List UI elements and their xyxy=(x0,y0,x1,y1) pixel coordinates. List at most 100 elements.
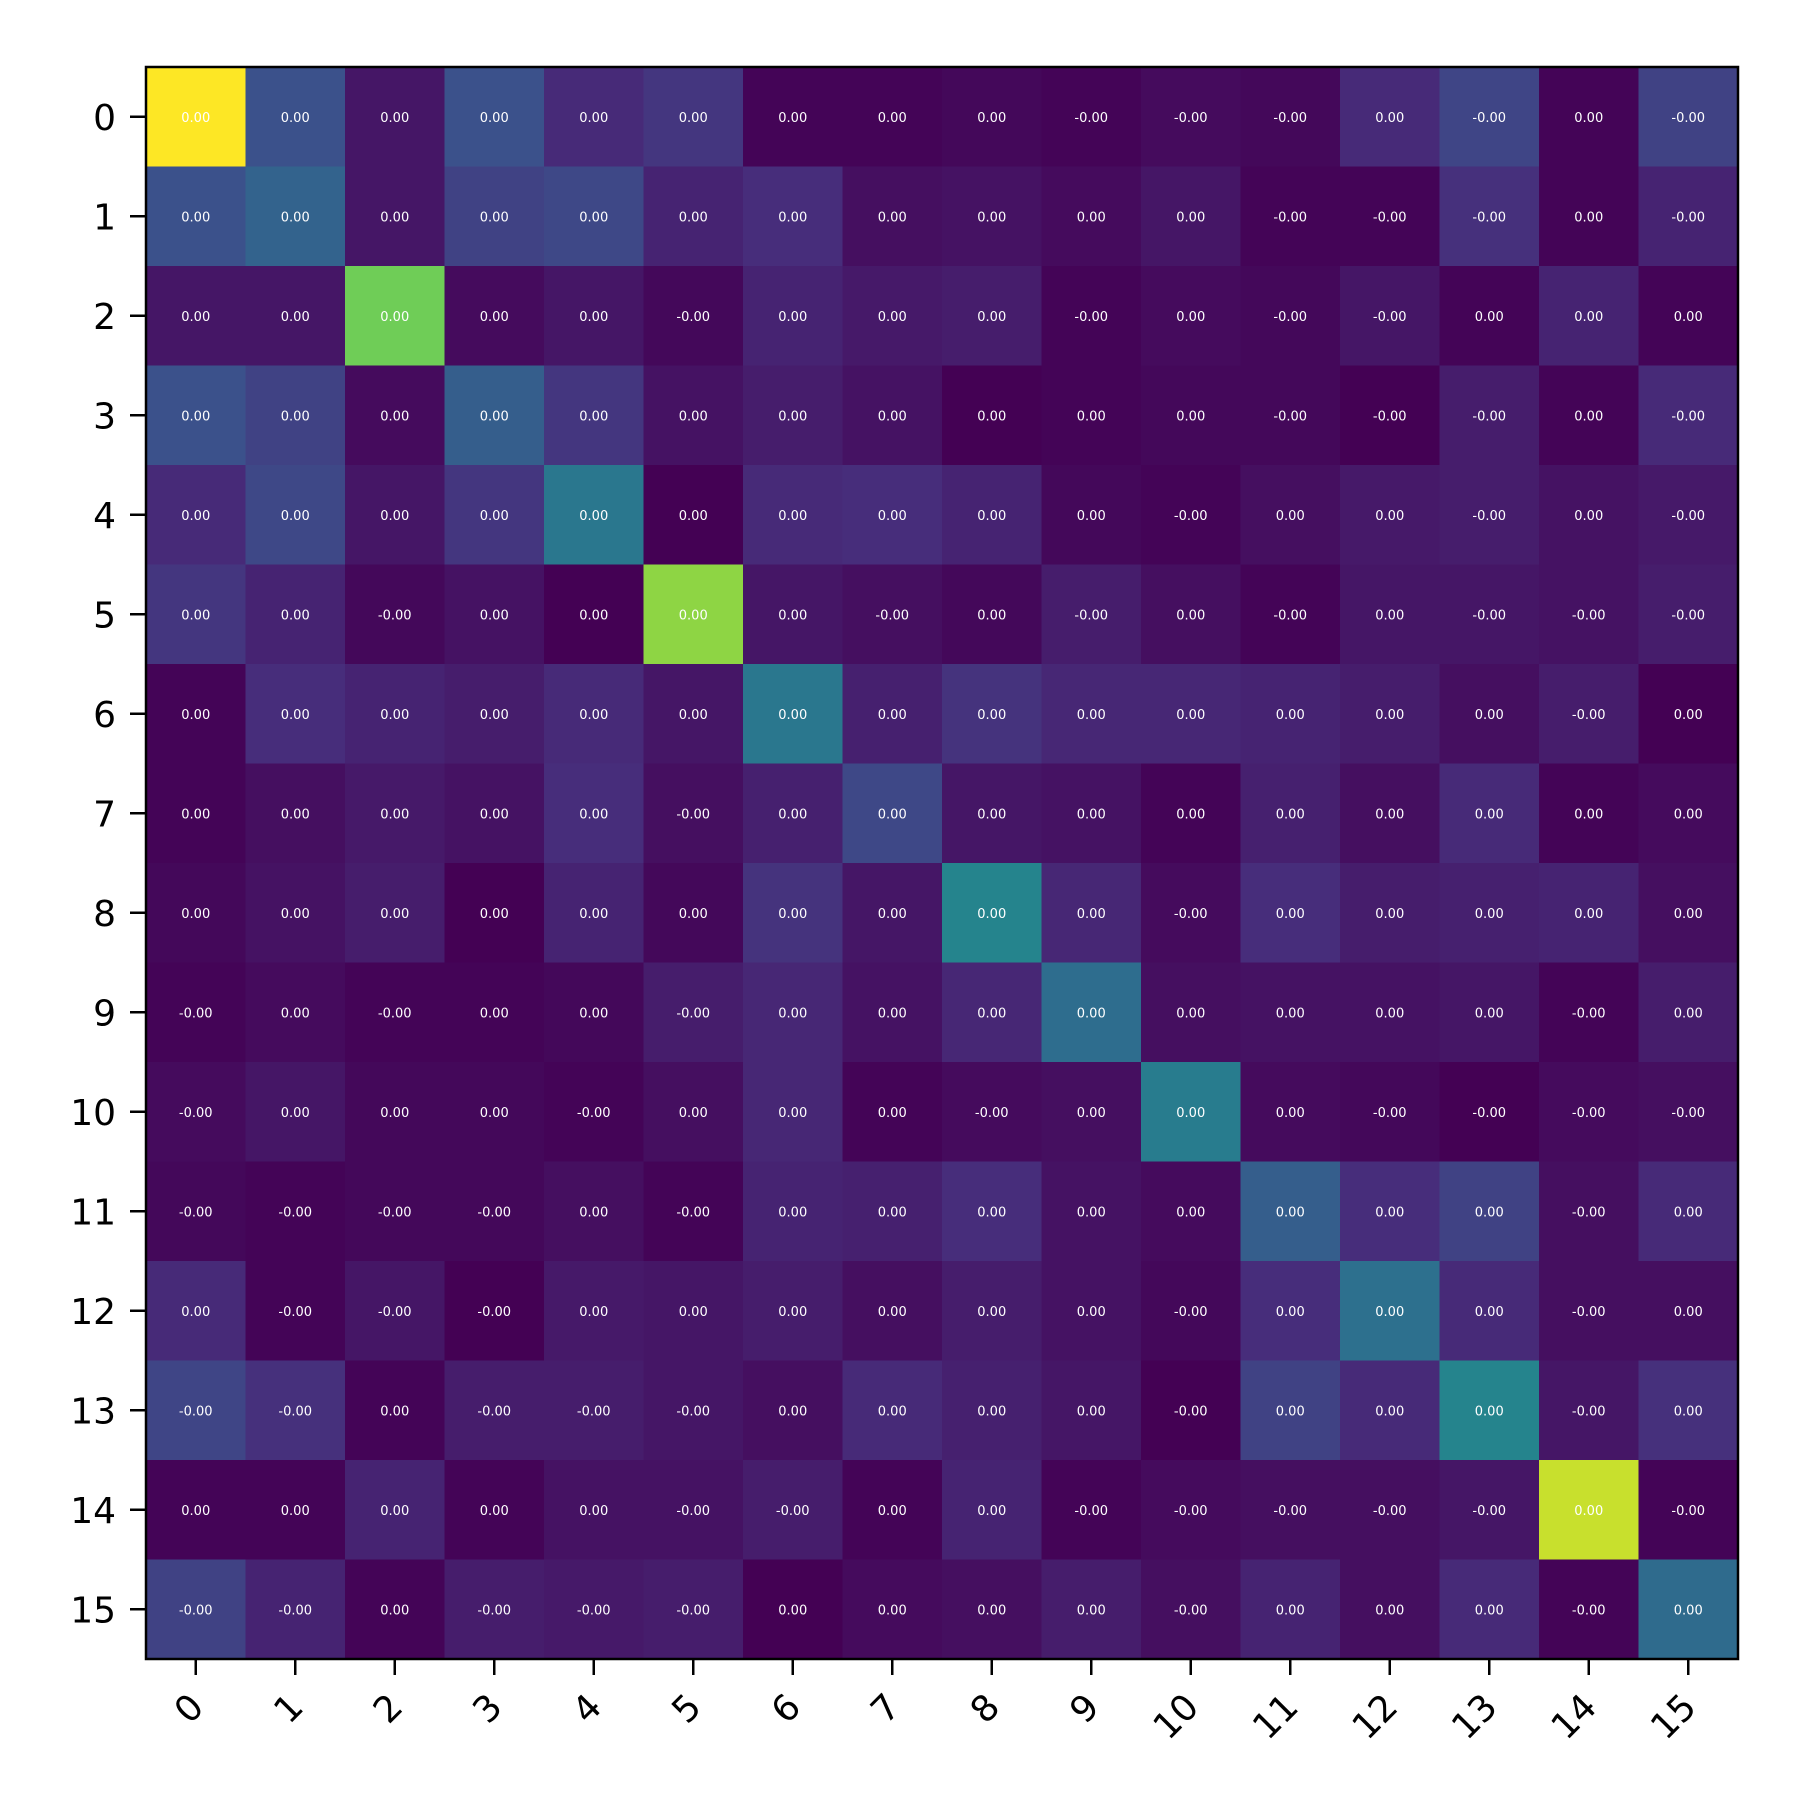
cell-value-label: 0.00 xyxy=(281,509,310,524)
cell-value-label: 0.00 xyxy=(878,111,907,126)
cell-value-label: 0.00 xyxy=(1077,1006,1106,1021)
cell-value-label: 0.00 xyxy=(878,1106,907,1121)
cell-value-label: -0.00 xyxy=(1671,1106,1705,1121)
heatmap-cell-10-2 xyxy=(345,1062,445,1162)
y-tick-label: 15 xyxy=(70,1590,116,1631)
cell-value-label: 0.00 xyxy=(181,210,210,225)
cell-value-label: 0.00 xyxy=(778,1205,807,1220)
cell-value-label: 0.00 xyxy=(380,1404,409,1419)
heatmap-cell-0-11 xyxy=(1240,67,1341,167)
heatmap-cell-15-14 xyxy=(1539,1559,1639,1660)
cell-value-label: 0.00 xyxy=(579,907,608,922)
cell-value-label: 0.00 xyxy=(1176,1106,1205,1121)
heatmap-cell-11-7 xyxy=(842,1161,943,1262)
cell-value-label: -0.00 xyxy=(179,1603,213,1618)
cell-value-label: 0.00 xyxy=(878,1404,907,1419)
cell-value-label: 0.00 xyxy=(1276,1205,1305,1220)
heatmap-cell-0-3 xyxy=(444,67,545,167)
cell-value-label: -0.00 xyxy=(1174,509,1208,524)
cell-value-label: 0.00 xyxy=(878,1603,907,1618)
heatmap-cell-9-4 xyxy=(544,962,644,1063)
cell-value-label: 0.00 xyxy=(878,310,907,325)
heatmap-cell-3-14 xyxy=(1539,365,1639,466)
cell-value-label: -0.00 xyxy=(378,1205,412,1220)
cell-value-label: 0.00 xyxy=(1077,1603,1106,1618)
heatmap-cell-11-0 xyxy=(146,1161,246,1262)
heatmap-cell-15-0 xyxy=(146,1559,246,1660)
heatmap-cell-1-0 xyxy=(146,166,246,267)
cell-value-label: 0.00 xyxy=(281,210,310,225)
cell-value-label: 0.00 xyxy=(1276,1603,1305,1618)
heatmap-cell-5-10 xyxy=(1141,564,1241,665)
heatmap-cell-12-8 xyxy=(942,1261,1042,1361)
heatmap-cell-labels: 0.00 0.00 0.00 0.00 0.00 0.00 0.00 0.00 0.00 -0.0… xyxy=(179,111,1705,1619)
heatmap-cell-10-1 xyxy=(245,1062,346,1162)
cell-value-label: 0.00 xyxy=(1674,310,1703,325)
cell-value-label: 0.00 xyxy=(977,708,1006,723)
heatmap-cell-15-8 xyxy=(942,1559,1042,1660)
x-tick-label: 0 xyxy=(167,1686,212,1731)
heatmap-cell-15-1 xyxy=(245,1559,346,1660)
heatmap-cell-14-11 xyxy=(1240,1460,1341,1560)
heatmap-cell-2-6 xyxy=(743,266,843,366)
cell-value-label: -0.00 xyxy=(1074,310,1108,325)
heatmap-cell-14-4 xyxy=(544,1460,644,1560)
heatmap-cell-11-5 xyxy=(643,1161,744,1262)
x-tick-label: 8 xyxy=(963,1686,1008,1731)
cell-value-label: 0.00 xyxy=(1176,708,1205,723)
cell-value-label: 0.00 xyxy=(181,1305,210,1320)
heatmap-cell-6-4 xyxy=(544,664,644,764)
x-tick-label: 6 xyxy=(764,1686,809,1731)
heatmap-cell-6-3 xyxy=(444,664,545,764)
heatmap-cell-0-4 xyxy=(544,67,644,167)
cell-value-label: 0.00 xyxy=(679,1106,708,1121)
heatmap-cell-8-7 xyxy=(842,863,943,963)
cell-value-label: 0.00 xyxy=(1574,907,1603,922)
y-tick-label: 9 xyxy=(93,993,116,1034)
heatmap-cell-4-9 xyxy=(1041,465,1142,565)
heatmap-cell-13-12 xyxy=(1340,1360,1440,1461)
heatmap-cell-12-12 xyxy=(1340,1261,1440,1361)
cell-value-label: 0.00 xyxy=(977,1603,1006,1618)
heatmap-cell-6-12 xyxy=(1340,664,1440,764)
cell-value-label: 0.00 xyxy=(778,310,807,325)
heatmap-cell-1-12 xyxy=(1340,166,1440,267)
x-axis: 0 1 2 3 4 5 6 7 8 9 10 11 12 13 14 15 xyxy=(167,1659,1705,1748)
heatmap-cell-8-1 xyxy=(245,863,346,963)
heatmap-cell-12-9 xyxy=(1041,1261,1142,1361)
heatmap-cell-14-7 xyxy=(842,1460,943,1560)
y-tick-label: 7 xyxy=(93,794,116,835)
cell-value-label: -0.00 xyxy=(875,608,909,623)
heatmap-cell-9-12 xyxy=(1340,962,1440,1063)
heatmap-cell-13-7 xyxy=(842,1360,943,1461)
cell-value-label: -0.00 xyxy=(1373,409,1407,424)
cell-value-label: -0.00 xyxy=(1174,1305,1208,1320)
heatmap-cell-7-6 xyxy=(743,763,843,864)
cell-value-label: -0.00 xyxy=(1472,608,1506,623)
heatmap-cell-9-10 xyxy=(1141,962,1241,1063)
cell-value-label: 0.00 xyxy=(878,409,907,424)
cell-value-label: 0.00 xyxy=(281,708,310,723)
cell-value-label: 0.00 xyxy=(480,409,509,424)
cell-value-label: 0.00 xyxy=(1077,1404,1106,1419)
cell-value-label: 0.00 xyxy=(1176,210,1205,225)
heatmap-cell-4-5 xyxy=(643,465,744,565)
heatmap-cell-11-4 xyxy=(544,1161,644,1262)
heatmap-cell-0-2 xyxy=(345,67,445,167)
cell-value-label: 0.00 xyxy=(1077,807,1106,822)
cell-value-label: 0.00 xyxy=(1077,210,1106,225)
cell-value-label: 0.00 xyxy=(181,608,210,623)
heatmap-cell-6-10 xyxy=(1141,664,1241,764)
heatmap-cell-1-2 xyxy=(345,166,445,267)
cell-value-label: 0.00 xyxy=(1276,509,1305,524)
heatmap-cell-8-12 xyxy=(1340,863,1440,963)
heatmap-cell-4-7 xyxy=(842,465,943,565)
cell-value-label: 0.00 xyxy=(480,907,509,922)
heatmap-cell-2-1 xyxy=(245,266,346,366)
cell-value-label: -0.00 xyxy=(1472,111,1506,126)
cell-value-label: -0.00 xyxy=(1671,509,1705,524)
heatmap-cell-0-13 xyxy=(1439,67,1540,167)
heatmap-cell-12-14 xyxy=(1539,1261,1639,1361)
cell-value-label: 0.00 xyxy=(1475,1205,1504,1220)
cell-value-label: -0.00 xyxy=(1572,708,1606,723)
